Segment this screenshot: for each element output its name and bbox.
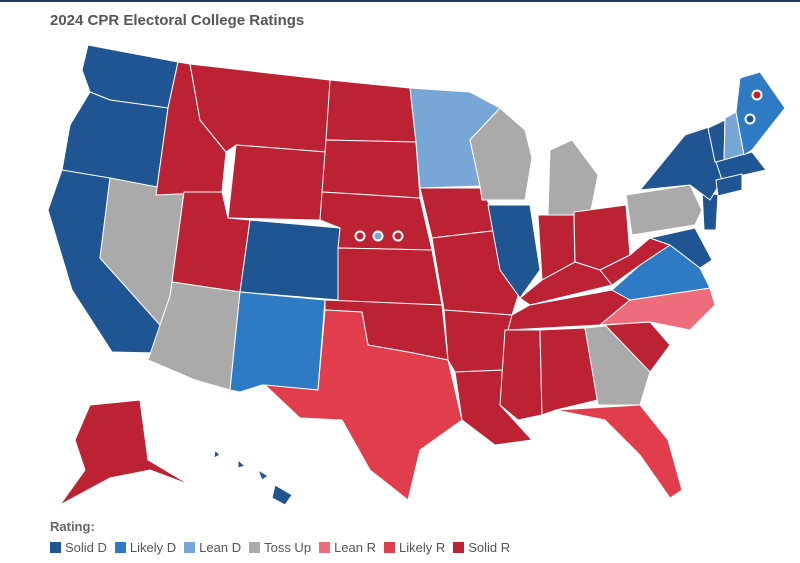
legend-item: Likely D [114, 540, 177, 555]
legend: Solid D Likely D Lean D Toss Up Lean R Likely… [50, 540, 510, 555]
legend-swatch [319, 542, 331, 553]
legend-label: Toss Up [264, 540, 312, 555]
legend-item: Solid R [453, 540, 510, 555]
legend-title: Rating: [50, 519, 95, 534]
state-massachusetts[interactable] [715, 151, 767, 181]
state-maryland[interactable] [649, 227, 713, 269]
state-connecticut[interactable] [715, 173, 743, 197]
state-pennsylvania[interactable] [625, 184, 703, 236]
legend-item: Toss Up [249, 540, 311, 555]
state-arkansas[interactable] [443, 309, 513, 373]
me-district-1-marker[interactable] [744, 113, 756, 125]
legend-label: Lean D [199, 540, 242, 555]
state-wisconsin[interactable] [469, 107, 533, 201]
legend-label: Likely R [398, 540, 446, 555]
legend-swatch [184, 542, 196, 553]
us-electoral-map [47, 44, 786, 506]
top-rule [0, 0, 800, 2]
legend-item: Lean R [319, 540, 376, 555]
state-new-mexico[interactable] [229, 291, 326, 393]
ne-district-3-marker[interactable] [392, 230, 404, 242]
ne-district-1-marker[interactable] [354, 230, 366, 242]
state-texas[interactable] [264, 309, 463, 501]
legend-swatch [249, 542, 261, 553]
legend-label: Lean R [334, 540, 376, 555]
legend-swatch [50, 542, 61, 553]
state-wyoming[interactable] [227, 144, 327, 221]
state-michigan[interactable] [547, 139, 599, 216]
ne-district-2-marker[interactable] [372, 230, 384, 242]
state-kansas[interactable] [337, 247, 443, 306]
state-colorado[interactable] [239, 219, 341, 301]
legend-item: Lean D [184, 540, 241, 555]
legend-swatch [453, 542, 465, 553]
legend-item: Solid D [50, 540, 107, 555]
legend-label: Likely D [129, 540, 177, 555]
state-florida[interactable] [555, 404, 683, 499]
state-maine[interactable] [735, 71, 786, 156]
state-illinois[interactable] [487, 204, 541, 299]
state-south-dakota[interactable] [321, 139, 421, 199]
state-mississippi[interactable] [499, 329, 543, 421]
state-alaska[interactable] [59, 399, 191, 506]
state-alabama[interactable] [539, 327, 599, 416]
legend-swatch [114, 542, 126, 553]
legend-label: Solid D [65, 540, 107, 555]
page-title: 2024 CPR Electoral College Ratings [50, 12, 305, 29]
state-north-dakota[interactable] [325, 79, 417, 143]
state-hawaii[interactable] [213, 449, 293, 506]
me-district-2-marker[interactable] [751, 89, 763, 101]
legend-swatch [383, 542, 395, 553]
legend-item: Likely R [383, 540, 446, 555]
legend-label: Solid R [468, 540, 511, 555]
